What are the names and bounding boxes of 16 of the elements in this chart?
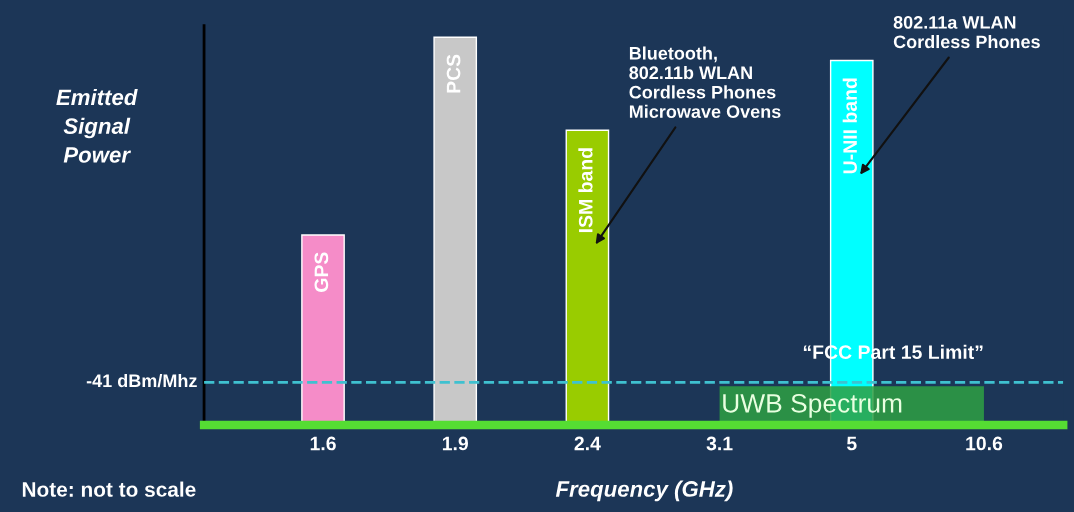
- annotation: ISM band: [578, 148, 593, 233]
- x-tick-label: 1.6: [310, 436, 336, 451]
- ref-line-label: -41 dBm/Mhz: [86, 373, 197, 388]
- annotation: U-NII band: [842, 78, 857, 174]
- x-tick-label: 5: [846, 436, 857, 451]
- text: Note: not to scale: [22, 481, 196, 497]
- x-tick-label: 2.4: [574, 436, 601, 451]
- y-axis-title: Emitted Signal Power: [56, 88, 138, 163]
- series-label: UWB Spectrum: [723, 393, 902, 418]
- x-tick-label: 1.9: [442, 436, 469, 451]
- annotation: 802.11a WLAN Cordless Phones: [893, 16, 1040, 49]
- x-axis-title: Frequency (GHz): [555, 480, 733, 502]
- x-tick-label: 10.6: [966, 436, 1003, 451]
- annotation: GPS: [314, 252, 329, 292]
- x-tick-label: 3.1: [706, 436, 733, 451]
- annotation: Bluetooth, 802.11b WLAN Cordless Phones Microwave Ovens: [629, 46, 781, 119]
